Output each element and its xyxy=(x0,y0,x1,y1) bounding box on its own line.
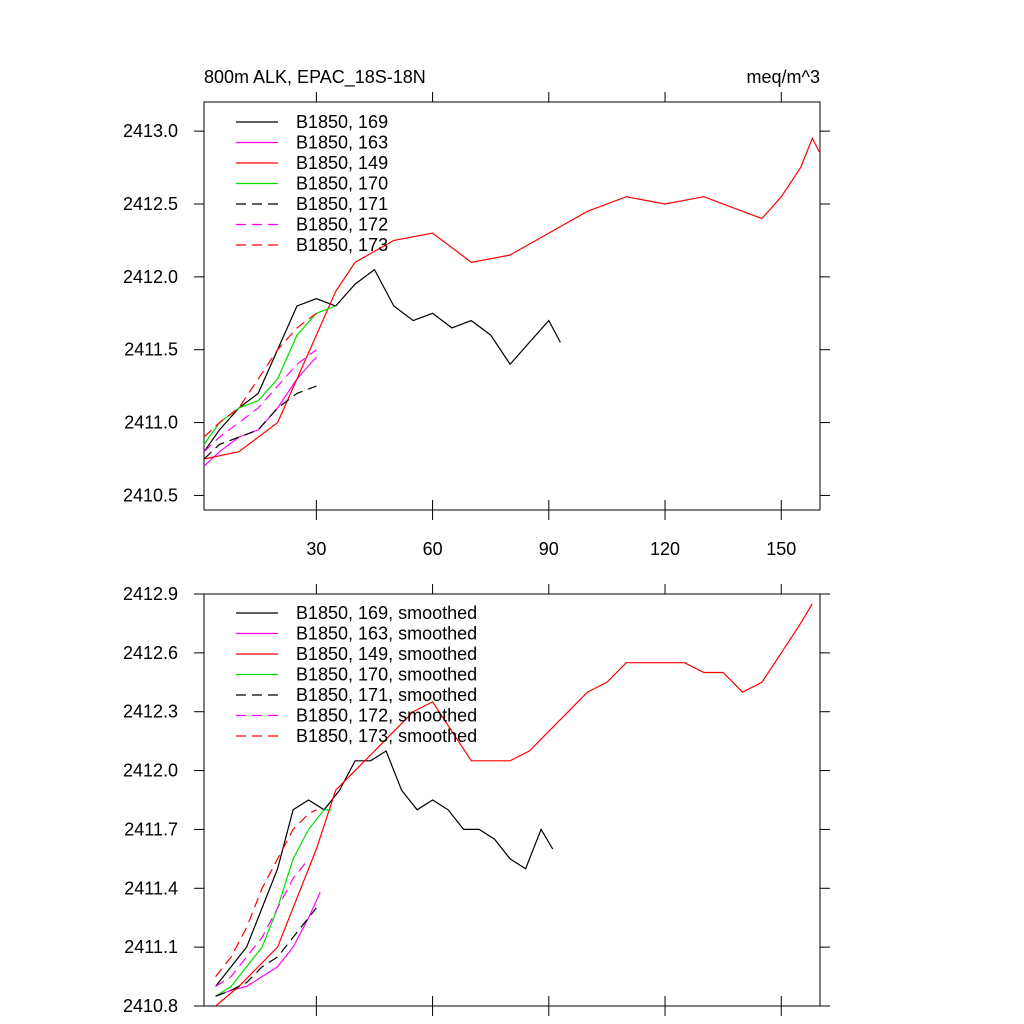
series-line-0 xyxy=(203,268,561,453)
legend-label: B1850, 149 xyxy=(296,153,388,173)
legend-label: B1850, 173 xyxy=(296,235,388,255)
series-line-6 xyxy=(215,809,317,977)
y-tick-label: 2411.0 xyxy=(124,413,178,433)
series-line-0 xyxy=(215,750,554,987)
series-line-1 xyxy=(215,891,321,997)
y-tick-label: 2412.0 xyxy=(123,267,178,287)
y-tick-label: 2412.3 xyxy=(123,702,178,722)
y-tick-label: 2411.7 xyxy=(124,819,178,839)
legend-label: B1850, 163, smoothed xyxy=(296,624,477,644)
series-line-3 xyxy=(215,809,332,997)
legend-label: B1850, 173, smoothed xyxy=(296,726,477,746)
panel1-units: meq/m^3 xyxy=(747,67,820,87)
legend-label: B1850, 171 xyxy=(296,194,388,214)
y-tick-label: 2411.1 xyxy=(124,937,178,957)
legend-label: B1850, 172, smoothed xyxy=(296,706,477,726)
plot-frame xyxy=(203,593,821,1007)
y-tick-label: 2413.0 xyxy=(123,121,178,141)
chart-panel-smoothed: 2410.8 2411.1 2411.4 2411.7 2412.0 2412.3 2412… xyxy=(123,584,830,1016)
plot-frame xyxy=(203,101,821,511)
y-tick-label: 2411.4 xyxy=(124,878,178,898)
y-tick-label: 2412.0 xyxy=(123,761,178,781)
y-tick-label: 2411.5 xyxy=(124,340,178,360)
y-tick-label: 2410.8 xyxy=(123,996,178,1016)
series-line-4 xyxy=(203,385,317,460)
series-line-2 xyxy=(215,603,813,1007)
series-line-2 xyxy=(203,136,821,460)
x-tick-label: 120 xyxy=(650,539,680,559)
legend-label: B1850, 170, smoothed xyxy=(296,665,477,685)
series-line-5 xyxy=(215,858,310,987)
y-tick-label: 2412.9 xyxy=(123,584,178,604)
x-tick-label: 30 xyxy=(306,539,326,559)
legend-label: B1850, 171, smoothed xyxy=(296,685,477,705)
panel1-title: 800m ALK, EPAC_18S-18N xyxy=(204,67,426,88)
x-tick-label: 150 xyxy=(766,539,796,559)
legend-label: B1850, 169, smoothed xyxy=(296,603,477,623)
series-line-6 xyxy=(203,312,317,438)
legend-label: B1850, 172 xyxy=(296,215,388,235)
y-tick-label: 2412.5 xyxy=(123,194,178,214)
x-tick-label: 90 xyxy=(539,539,559,559)
series-line-3 xyxy=(203,305,336,445)
y-tick-label: 2412.6 xyxy=(123,643,178,663)
y-tick-label: 2410.5 xyxy=(123,485,178,505)
legend-label: B1850, 169 xyxy=(296,112,388,132)
series-line-5 xyxy=(203,349,317,453)
legend-label: B1850, 170 xyxy=(296,174,388,194)
legend-label: B1850, 163 xyxy=(296,133,388,153)
chart-panel-raw: 30 60 90 120 150 2410.5 2411.0 2411.5 2412.0 2412… xyxy=(123,92,830,559)
x-tick-label: 60 xyxy=(423,539,443,559)
series-line-4 xyxy=(215,907,317,997)
legend-label: B1850, 149, smoothed xyxy=(296,644,477,664)
